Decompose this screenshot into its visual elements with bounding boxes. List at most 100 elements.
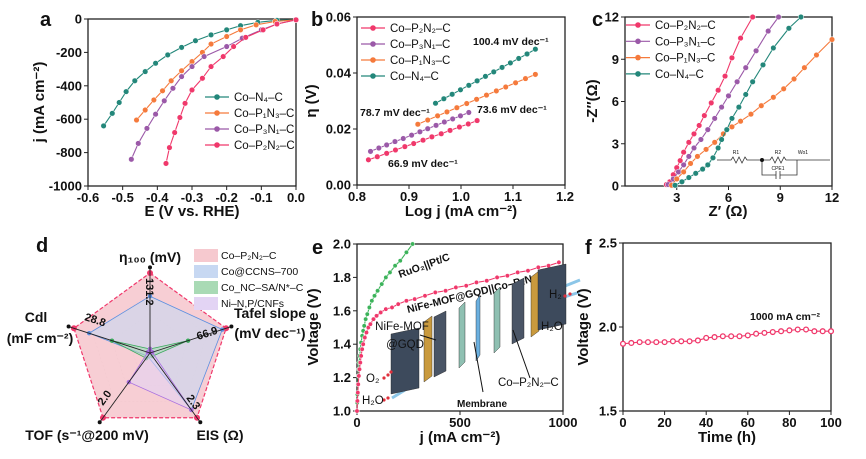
data-point bbox=[780, 85, 787, 92]
x-tick-label: 100 bbox=[820, 415, 842, 430]
data-point bbox=[383, 306, 389, 312]
y-tick-label: 1.5 bbox=[599, 404, 617, 419]
x-tick-label: 6 bbox=[725, 190, 732, 205]
data-point bbox=[801, 64, 808, 71]
x-tick-label: 3 bbox=[673, 190, 680, 205]
data-point bbox=[556, 259, 562, 265]
data-point bbox=[375, 288, 381, 294]
inset-label-anode: NiFe-MOF bbox=[375, 321, 429, 333]
y-tick-label: -1000 bbox=[49, 179, 82, 194]
data-point bbox=[532, 46, 539, 53]
data-point bbox=[722, 73, 729, 80]
chart-panel-0 bbox=[84, 16, 300, 190]
data-point bbox=[735, 104, 742, 111]
y-tick-label: 1.8 bbox=[333, 270, 351, 285]
data-point bbox=[383, 150, 390, 157]
data-point bbox=[494, 274, 500, 280]
axis-arrow-icon bbox=[97, 420, 102, 425]
data-point bbox=[734, 78, 741, 85]
data-point bbox=[392, 146, 399, 154]
data-point bbox=[786, 327, 793, 334]
data-point bbox=[827, 328, 835, 335]
data-point bbox=[465, 109, 472, 116]
data-point bbox=[687, 160, 694, 167]
data-point bbox=[440, 95, 447, 102]
data-point bbox=[131, 77, 138, 84]
legend-entry: Co–P₂N₂–C bbox=[655, 20, 716, 32]
data-point bbox=[260, 26, 267, 33]
data-point bbox=[493, 87, 500, 94]
x-tick-label: 0.0 bbox=[287, 190, 305, 205]
y-tick-label: 2.0 bbox=[333, 237, 351, 252]
data-point bbox=[443, 108, 451, 115]
cell-plate bbox=[423, 315, 433, 383]
data-point bbox=[367, 321, 373, 327]
y-tick-label: 1.4 bbox=[333, 337, 352, 352]
data-point bbox=[453, 284, 459, 290]
data-point bbox=[758, 102, 765, 109]
data-point bbox=[678, 178, 685, 185]
data-point bbox=[677, 157, 684, 164]
radar-chart bbox=[66, 249, 234, 425]
data-point bbox=[164, 51, 171, 58]
data-point bbox=[778, 328, 785, 335]
inset-label-h2: H₂ bbox=[549, 289, 562, 301]
data-point bbox=[387, 269, 393, 275]
data-point bbox=[811, 328, 818, 335]
data-point bbox=[747, 111, 754, 118]
legend-marker bbox=[214, 94, 220, 100]
data-point bbox=[532, 71, 539, 78]
y-tick-label: 0 bbox=[612, 179, 619, 194]
data-point bbox=[502, 83, 509, 91]
data-point bbox=[449, 91, 456, 98]
data-point bbox=[369, 298, 375, 304]
data-point bbox=[463, 100, 470, 107]
data-point bbox=[522, 75, 529, 82]
data-point bbox=[152, 60, 159, 67]
y-tick-label: -400 bbox=[56, 78, 82, 93]
cell-plate bbox=[537, 263, 567, 331]
data-point bbox=[178, 73, 185, 80]
data-point bbox=[813, 51, 820, 59]
data-point bbox=[365, 156, 372, 163]
y-tick-label: -200 bbox=[56, 45, 82, 60]
data-point bbox=[142, 106, 149, 114]
x-tick-label: 1.0 bbox=[452, 189, 470, 204]
radar-axis-label: η₁₀₀ (mV) bbox=[119, 249, 181, 265]
data-point bbox=[737, 35, 744, 42]
y-tick-label: 0.06 bbox=[326, 10, 351, 25]
legend-marker bbox=[635, 22, 641, 28]
data-point bbox=[715, 87, 722, 94]
data-point bbox=[728, 333, 735, 340]
data-point bbox=[438, 130, 445, 137]
data-point bbox=[354, 398, 360, 404]
x-tick-label: 0.9 bbox=[400, 189, 418, 204]
data-point bbox=[680, 161, 687, 168]
data-point bbox=[253, 21, 260, 28]
legend-marker bbox=[214, 110, 220, 116]
data-point bbox=[797, 13, 805, 21]
data-point bbox=[364, 330, 369, 335]
y-tick-label: 0.02 bbox=[326, 122, 351, 137]
data-point bbox=[223, 33, 230, 40]
data-point bbox=[474, 77, 481, 84]
data-point bbox=[169, 85, 176, 92]
data-point bbox=[685, 174, 692, 181]
annotation: RuO₂||Pt/C bbox=[397, 251, 452, 281]
radar-axis-label: (mF cm⁻²) bbox=[7, 330, 74, 346]
data-point bbox=[728, 54, 736, 61]
data-point bbox=[770, 94, 777, 101]
data-point bbox=[400, 135, 407, 142]
annotation: 100.4 mV dec⁻¹ bbox=[473, 36, 549, 48]
data-point bbox=[457, 86, 464, 93]
legend-entry: Co–P₂N₂–C bbox=[390, 23, 451, 35]
legend-marker bbox=[635, 38, 641, 45]
y-tick-label: 3 bbox=[612, 136, 619, 151]
data-point bbox=[678, 338, 685, 345]
data-point bbox=[507, 59, 514, 66]
y-tick-label: 0 bbox=[75, 12, 82, 27]
data-point bbox=[685, 153, 692, 160]
data-point bbox=[273, 20, 280, 28]
x-tick-label: -0.4 bbox=[146, 190, 169, 205]
data-point bbox=[422, 293, 428, 299]
